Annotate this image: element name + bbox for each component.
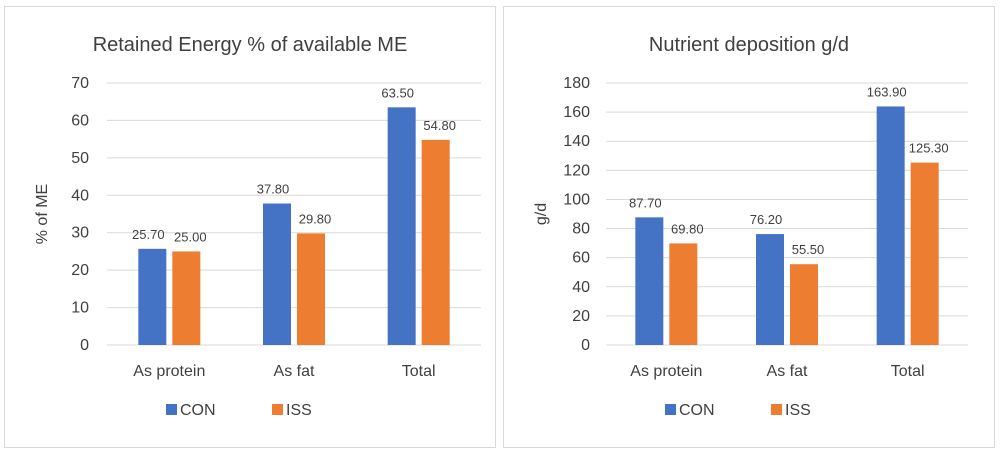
data-label: 87.70 — [629, 195, 662, 210]
y-tick-label: 70 — [71, 75, 89, 92]
legend-label-con: CON — [679, 402, 715, 419]
y-tick-label: 0 — [581, 337, 590, 354]
data-label: 25.00 — [174, 229, 207, 244]
y-tick-label: 0 — [80, 337, 89, 354]
y-tick-label: 60 — [71, 112, 89, 129]
x-category-label: Total — [891, 363, 925, 380]
y-tick-label: 30 — [71, 225, 89, 242]
x-category-label: As fat — [274, 363, 315, 380]
chart-title: Retained Energy % of available ME — [93, 34, 408, 56]
bar-con-3 — [387, 107, 416, 345]
y-tick-label: 140 — [563, 133, 590, 150]
data-label: 76.20 — [750, 212, 783, 227]
x-category-label: As fat — [767, 363, 808, 380]
x-category-label: As protein — [133, 363, 205, 380]
y-axis-label: g/d — [533, 203, 550, 225]
data-label: 25.70 — [132, 227, 165, 242]
data-label: 69.80 — [671, 221, 704, 236]
y-tick-label: 80 — [572, 221, 590, 238]
chart-nutrient-deposition: Nutrient deposition g/d 0 20 40 60 80 100 120 14… — [533, 34, 968, 419]
y-tick-label: 120 — [563, 162, 590, 179]
bar-con-1 — [635, 217, 664, 345]
y-tick-label: 20 — [71, 262, 89, 279]
bar-con-1 — [138, 248, 167, 345]
y-tick-label: 10 — [71, 300, 89, 317]
bar-iss-2 — [297, 233, 325, 345]
chart-retained-energy: Retained Energy % of available ME 0 10 20 30… — [34, 34, 481, 419]
data-label: 55.50 — [792, 242, 825, 257]
data-label: 63.50 — [381, 85, 414, 100]
bar-con-2 — [263, 203, 291, 345]
chart-title: Nutrient deposition g/d — [649, 34, 849, 56]
bar-iss-3 — [421, 139, 450, 345]
x-category-label: As protein — [630, 363, 702, 380]
chart-panel-nutrient-deposition: Nutrient deposition g/d 0 20 40 60 80 100 120 14… — [503, 6, 995, 448]
data-label: 37.80 — [257, 182, 290, 197]
y-tick-label: 40 — [71, 187, 89, 204]
y-tick-label: 160 — [563, 104, 590, 121]
legend-label-con: CON — [180, 402, 216, 419]
data-label: 54.80 — [423, 118, 456, 133]
legend-swatch-con — [665, 404, 676, 415]
bar-con-2 — [756, 234, 784, 345]
chart-panel-retained-energy: Retained Energy % of available ME 0 10 20 30… — [4, 6, 496, 448]
bar-iss-3 — [910, 162, 939, 345]
legend-label-iss: ISS — [785, 402, 811, 419]
legend-label-iss: ISS — [286, 402, 312, 419]
y-tick-label: 50 — [71, 150, 89, 167]
y-tick-label: 40 — [572, 279, 590, 296]
legend-swatch-iss — [771, 404, 782, 415]
bar-iss-1 — [669, 243, 698, 345]
y-tick-label: 100 — [563, 191, 590, 208]
bar-iss-2 — [790, 264, 818, 345]
y-tick-label: 20 — [572, 308, 590, 325]
y-axis-label: % of ME — [34, 184, 51, 244]
bar-con-3 — [876, 106, 905, 345]
legend-swatch-con — [166, 404, 177, 415]
x-category-label: Total — [402, 363, 436, 380]
y-tick-label: 180 — [563, 75, 590, 92]
data-label: 125.30 — [909, 141, 949, 156]
y-tick-label: 60 — [572, 250, 590, 267]
bar-iss-1 — [172, 251, 201, 345]
data-label: 163.90 — [867, 84, 907, 99]
legend-swatch-iss — [272, 404, 283, 415]
data-label: 29.80 — [299, 211, 332, 226]
